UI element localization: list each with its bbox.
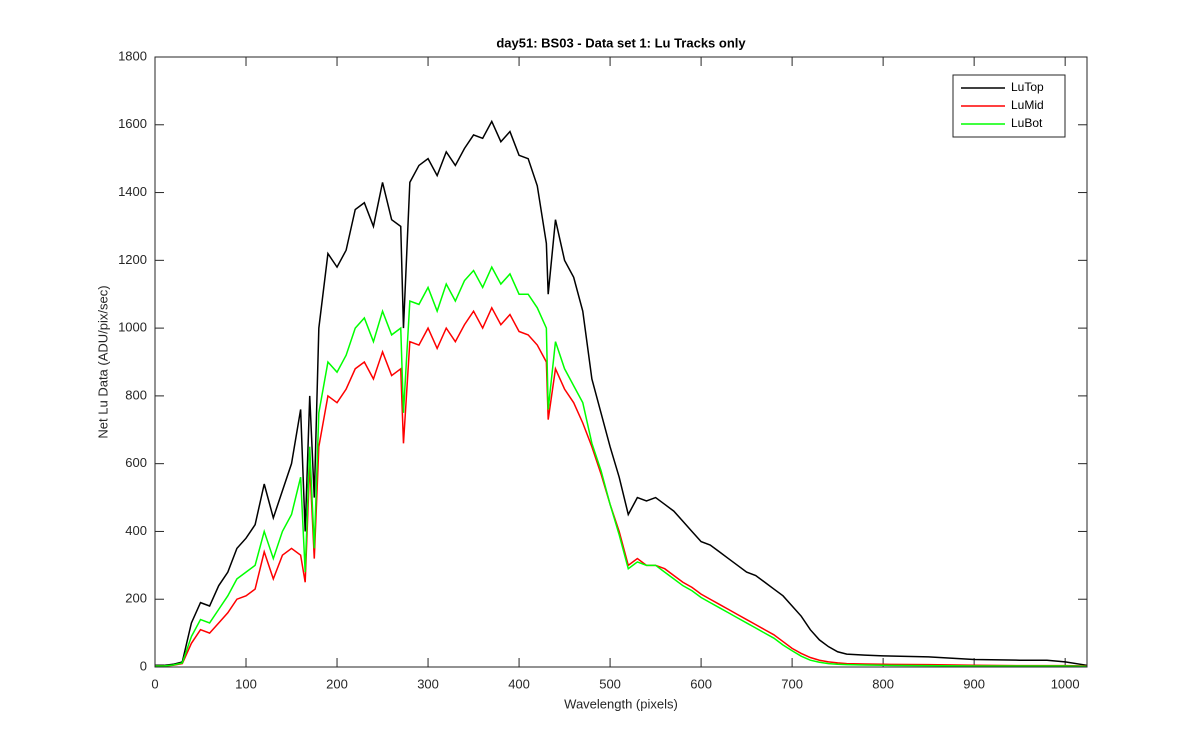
x-tick-label: 200 xyxy=(326,676,348,691)
data-line xyxy=(155,306,1088,667)
chart-title: day51: BS03 - Data set 1: Lu Tracks only xyxy=(496,35,746,50)
data-line xyxy=(155,119,1088,667)
plot-frame xyxy=(154,56,1088,668)
x-tick-label: 800 xyxy=(872,676,894,691)
legend-label: LuBot xyxy=(1011,116,1043,130)
x-tick-label: 700 xyxy=(781,676,803,691)
x-tick-label: 100 xyxy=(235,676,257,691)
legend-label: LuTop xyxy=(1011,80,1044,94)
x-tick-label: 1000 xyxy=(1051,676,1080,691)
y-tick-label: 200 xyxy=(125,591,147,606)
x-tick-label: 0 xyxy=(151,676,158,691)
y-tick-label: 1200 xyxy=(118,252,147,267)
y-tick-label: 1400 xyxy=(118,184,147,199)
x-tick-label: 500 xyxy=(599,676,621,691)
y-axis-label: Net Lu Data (ADU/pix/sec) xyxy=(95,285,110,438)
x-tick-label: 400 xyxy=(508,676,530,691)
y-tick-label: 1800 xyxy=(118,48,147,63)
x-tick-label: 900 xyxy=(963,676,985,691)
data-line xyxy=(155,265,1088,668)
y-tick-label: 400 xyxy=(125,523,147,538)
y-tick-label: 0 xyxy=(140,658,147,673)
y-tick-label: 800 xyxy=(125,387,147,402)
x-tick-label: 300 xyxy=(417,676,439,691)
legend-label: LuMid xyxy=(1011,98,1044,112)
y-tick-label: 600 xyxy=(125,455,147,470)
x-axis-label: Wavelength (pixels) xyxy=(564,696,678,711)
y-tick-label: 1000 xyxy=(118,320,147,335)
x-tick-label: 600 xyxy=(690,676,712,691)
y-tick-label: 1600 xyxy=(118,116,147,131)
